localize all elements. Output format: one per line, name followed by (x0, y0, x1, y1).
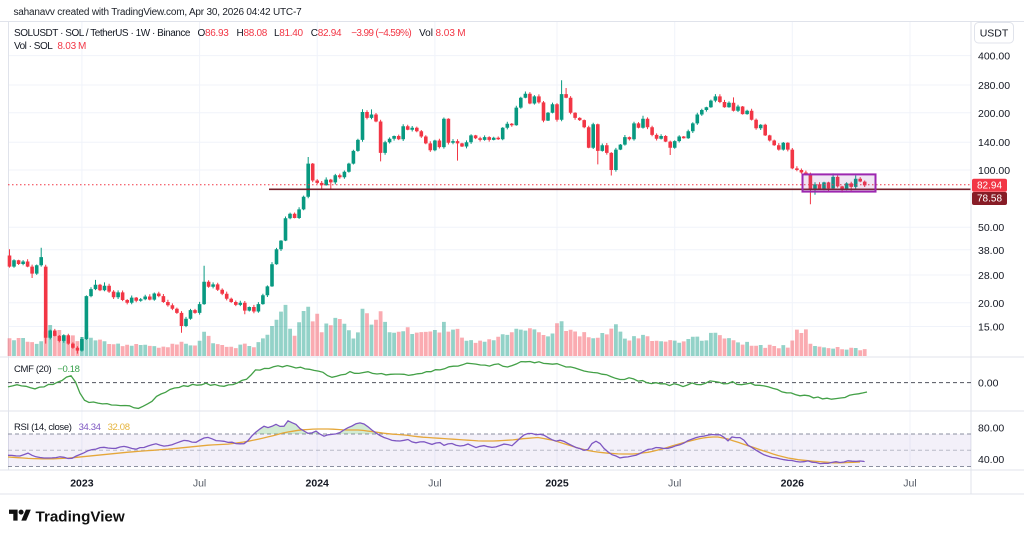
svg-text:USDT: USDT (980, 28, 1009, 40)
svg-text:2026: 2026 (781, 478, 805, 490)
svg-text:Jul: Jul (903, 478, 916, 490)
svg-text:280.00: 280.00 (978, 80, 1010, 92)
svg-text:400.00: 400.00 (978, 51, 1010, 63)
svg-text:200.00: 200.00 (978, 108, 1010, 120)
svg-text:0.00: 0.00 (978, 378, 999, 390)
svg-text:15.00: 15.00 (978, 322, 1004, 334)
svg-text:38.00: 38.00 (978, 245, 1004, 257)
svg-text:40.00: 40.00 (978, 454, 1004, 466)
svg-text:TradingView: TradingView (36, 509, 125, 525)
svg-text:140.00: 140.00 (978, 137, 1010, 149)
svg-text:Jul: Jul (193, 478, 206, 490)
svg-text:Jul: Jul (668, 478, 681, 490)
svg-text:2023: 2023 (70, 478, 94, 490)
svg-text:78.58: 78.58 (977, 194, 1002, 205)
svg-text:28.00: 28.00 (978, 270, 1004, 282)
svg-text:20.00: 20.00 (978, 298, 1004, 310)
svg-text:80.00: 80.00 (978, 423, 1004, 435)
svg-text:2024: 2024 (306, 478, 330, 490)
svg-text:2025: 2025 (545, 478, 569, 490)
svg-text:82.94: 82.94 (977, 180, 1002, 191)
svg-text:50.00: 50.00 (978, 222, 1004, 234)
svg-text:Jul: Jul (428, 478, 441, 490)
svg-text:100.00: 100.00 (978, 165, 1010, 177)
